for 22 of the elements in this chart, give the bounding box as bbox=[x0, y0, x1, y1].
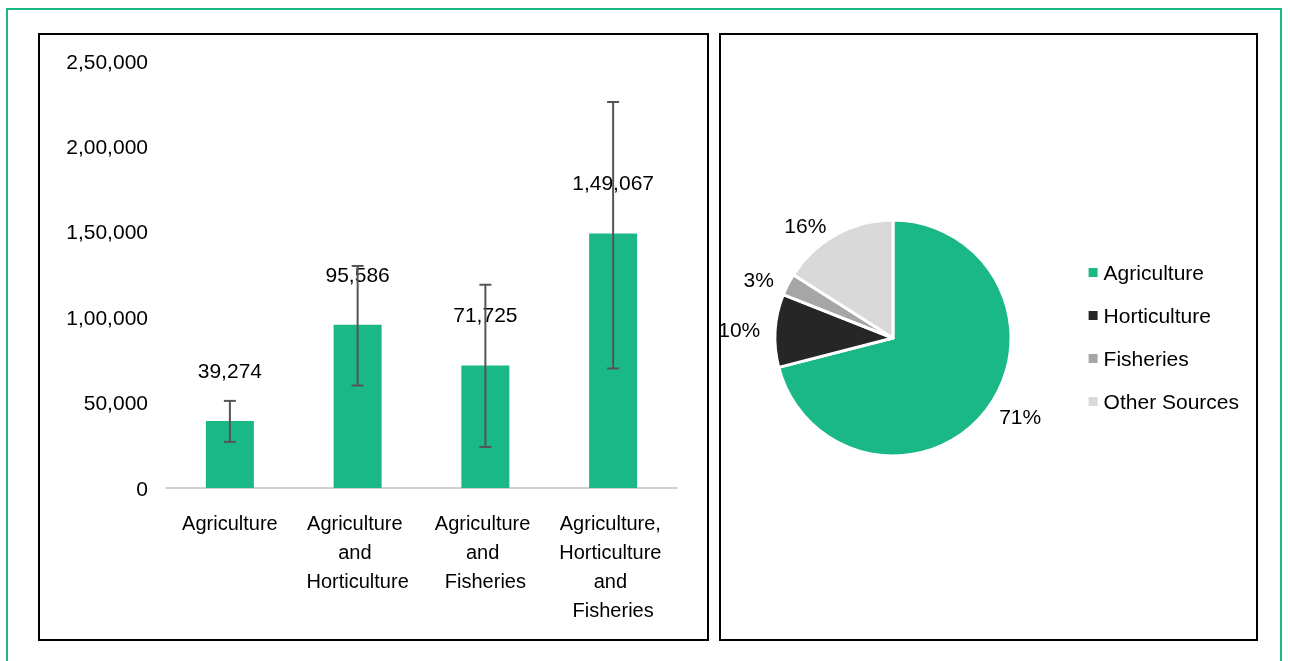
x-tick-label: Agriculture bbox=[182, 511, 278, 534]
bar bbox=[461, 365, 510, 488]
x-tick-label: Agriculture and Horticulture bbox=[306, 511, 409, 592]
x-tick-label: Agriculture and Fisheries bbox=[434, 511, 536, 592]
data-label: 3% bbox=[743, 268, 774, 292]
y-tick-label: 2,00,000 bbox=[66, 134, 148, 158]
legend-label: Agriculture bbox=[1103, 261, 1204, 284]
data-label: 39,274 bbox=[197, 358, 263, 382]
bar bbox=[589, 233, 638, 488]
bar bbox=[333, 324, 382, 488]
y-tick-label: 50,000 bbox=[83, 391, 148, 415]
legend-label: Horticulture bbox=[1103, 304, 1211, 327]
data-label: 71% bbox=[999, 404, 1042, 428]
y-tick-label: 2,50,000 bbox=[66, 49, 148, 73]
legend-label: Fisheries bbox=[1103, 347, 1189, 370]
y-tick-label: 0 bbox=[136, 476, 148, 500]
y-tick-label: 1,50,000 bbox=[66, 220, 148, 244]
data-label: 16% bbox=[784, 214, 827, 238]
x-tick-label: Agriculture, Horticulture and Fisheries bbox=[559, 511, 668, 621]
y-tick-label: 1,00,000 bbox=[66, 305, 148, 329]
bar bbox=[205, 420, 254, 488]
legend-label: Other Sources bbox=[1103, 390, 1240, 413]
